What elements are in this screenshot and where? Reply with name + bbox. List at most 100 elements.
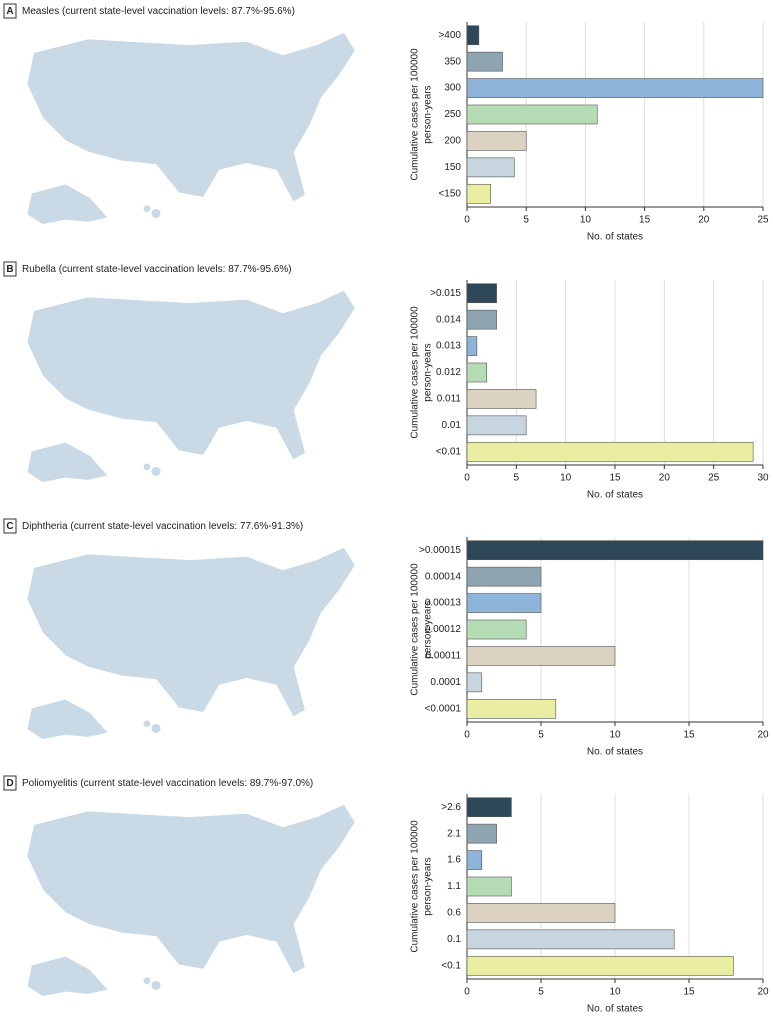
x-axis-label: No. of states [587, 747, 643, 758]
x-tick-label: 25 [757, 215, 769, 226]
y-tick-label: <150 [438, 188, 461, 199]
x-tick-label: 30 [757, 473, 769, 484]
bar [466, 51, 503, 72]
bar [466, 78, 764, 98]
x-tick-label: 15 [683, 987, 695, 998]
y-axis-label: Cumulative cases per 100000 [410, 820, 421, 953]
bar [466, 903, 616, 923]
x-tick-label: 25 [708, 473, 720, 484]
y-tick-label: 250 [444, 109, 461, 120]
x-tick-label: 20 [757, 730, 769, 741]
x-tick-label: 15 [639, 215, 651, 226]
y-axis-label: Cumulative cases per 100000 [410, 48, 421, 181]
y-tick-label: >400 [438, 30, 461, 41]
bar [466, 850, 483, 870]
bar [466, 336, 478, 356]
y-tick-label: 2.1 [447, 828, 461, 839]
x-tick-label: 10 [560, 473, 572, 484]
y-axis-label: Cumulative cases per 100000 [410, 306, 421, 439]
y-tick-label: 0.014 [436, 314, 461, 325]
bar [466, 672, 483, 693]
bar [466, 131, 527, 151]
map [26, 546, 357, 741]
y-tick-label: 300 [444, 83, 461, 94]
map [26, 31, 357, 226]
map [26, 289, 357, 484]
bar [466, 955, 734, 976]
y-tick-label: 0.00013 [425, 598, 462, 609]
y-tick-label: <0.1 [441, 960, 461, 971]
panel-title: Poliomyelitis (current state-level vacci… [22, 778, 313, 789]
y-tick-label: 1.6 [447, 855, 461, 866]
y-axis-label: person-years [423, 343, 434, 401]
y-tick-label: 150 [444, 162, 461, 173]
x-tick-label: 5 [514, 473, 520, 484]
x-tick-label: 0 [464, 473, 470, 484]
bar [466, 441, 754, 462]
bar [466, 929, 675, 950]
bar [466, 593, 542, 613]
y-axis-label: person-years [423, 600, 434, 658]
panel-label-box [3, 775, 17, 791]
y-tick-label: 350 [444, 56, 461, 67]
bar [466, 823, 497, 844]
bar [466, 362, 488, 383]
x-tick-label: 0 [464, 730, 470, 741]
x-tick-label: 20 [659, 473, 671, 484]
bar [466, 415, 527, 436]
y-tick-label: 0.012 [436, 367, 461, 378]
y-tick-label: 0.011 [437, 394, 462, 405]
x-tick-label: 10 [580, 215, 592, 226]
panel-label: D [6, 778, 13, 789]
y-tick-label: 0.0001 [430, 677, 461, 688]
panel-label-box [3, 3, 17, 19]
y-tick-label: 0.1 [447, 934, 461, 945]
bar [466, 309, 497, 330]
y-tick-label: 0.6 [447, 908, 461, 919]
x-tick-label: 15 [683, 730, 695, 741]
y-tick-label: 0.00011 [426, 651, 462, 662]
y-axis-label: person-years [423, 857, 434, 915]
x-axis-label: No. of states [587, 232, 643, 243]
y-tick-label: >0.00015 [419, 545, 461, 556]
bar [466, 797, 512, 818]
map [26, 803, 357, 998]
x-axis-label: No. of states [587, 1004, 643, 1015]
panel-label: B [6, 264, 13, 275]
x-tick-label: 0 [464, 987, 470, 998]
bar [466, 104, 598, 125]
y-axis-label: person-years [423, 85, 434, 143]
y-tick-label: <0.01 [436, 446, 462, 457]
bar [466, 389, 537, 409]
bar [466, 25, 480, 46]
bar [466, 698, 557, 719]
x-tick-label: 5 [538, 730, 544, 741]
x-tick-label: 10 [609, 987, 621, 998]
bar [466, 646, 616, 666]
y-tick-label: <0.0001 [425, 703, 462, 714]
panel-title: Rubella (current state-level vaccination… [22, 264, 292, 275]
x-tick-label: 5 [538, 987, 544, 998]
y-tick-label: 0.01 [442, 420, 462, 431]
x-tick-label: 0 [464, 215, 470, 226]
bar [466, 540, 764, 561]
y-tick-label: >0.015 [430, 288, 461, 299]
x-tick-label: 20 [757, 987, 769, 998]
panel-title: Diphtheria (current state-level vaccinat… [22, 521, 303, 532]
x-tick-label: 15 [609, 473, 621, 484]
bar [466, 183, 491, 204]
y-tick-label: 200 [444, 136, 461, 147]
panel-label: C [6, 521, 13, 532]
bar [466, 619, 527, 640]
bar [466, 876, 512, 897]
bar [466, 283, 497, 304]
x-axis-label: No. of states [587, 490, 643, 501]
x-tick-label: 10 [609, 730, 621, 741]
panel-title: Measles (current state-level vaccination… [22, 6, 295, 17]
bar [466, 566, 542, 587]
y-tick-label: 0.00014 [425, 571, 462, 582]
y-tick-label: 0.013 [436, 341, 461, 352]
y-tick-label: 1.1 [447, 881, 461, 892]
